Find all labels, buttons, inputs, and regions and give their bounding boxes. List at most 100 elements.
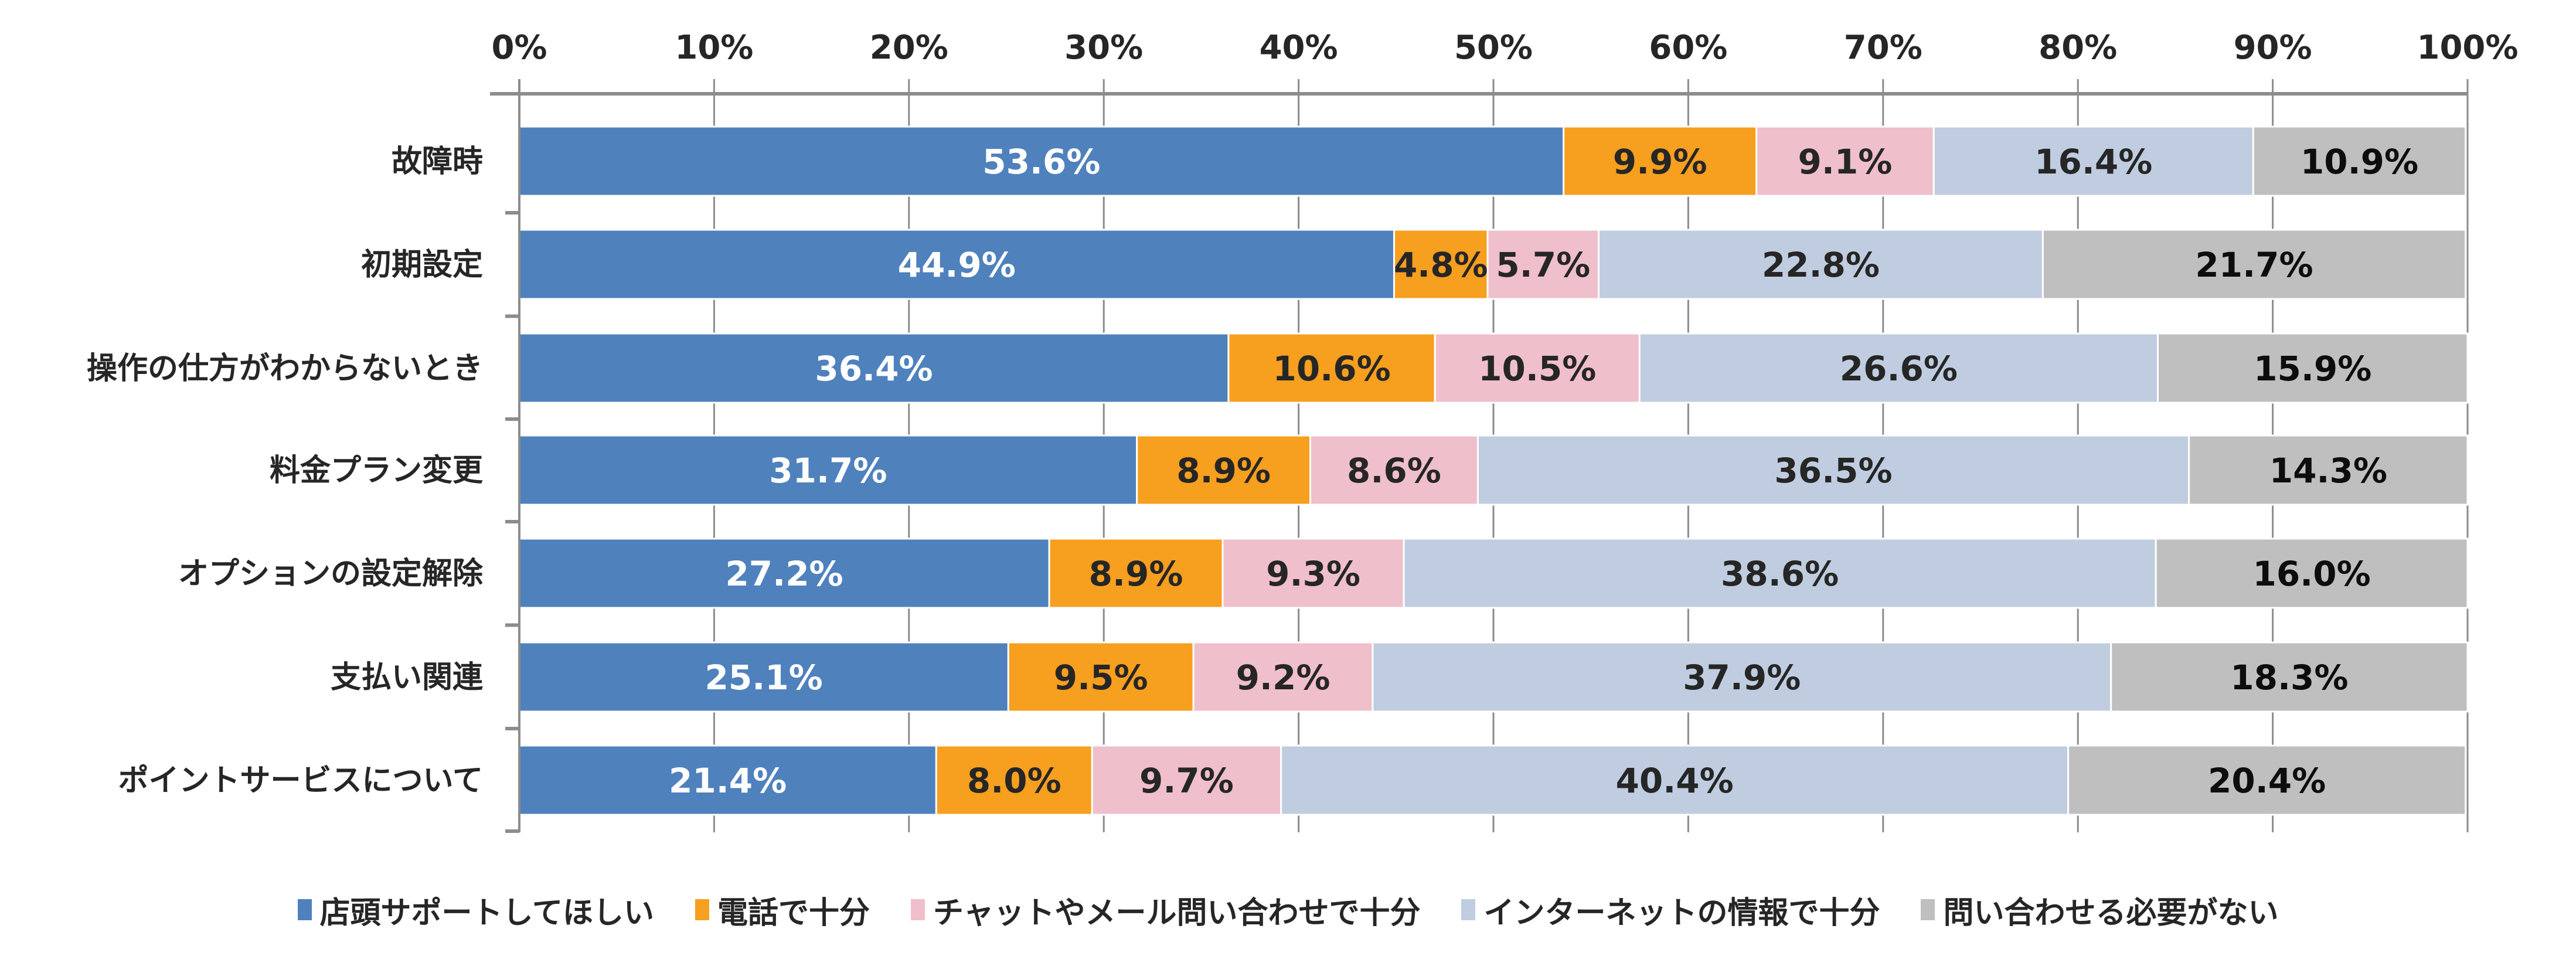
value-label: 10.9% [2301,142,2418,182]
value-label: 20.4% [2208,761,2326,801]
legend-item: 問い合わせる必要がない [1921,888,2278,932]
value-label: 44.9% [898,245,1016,285]
bar-segment [1393,229,1489,300]
x-tick-label: 30% [1064,29,1143,67]
axes [490,79,2468,833]
legend-swatch [910,899,925,920]
x-tick-label: 40% [1260,29,1338,67]
x-tick-label: 50% [1454,29,1533,67]
value-label: 27.2% [725,554,843,594]
bar-segment [1192,641,1374,713]
x-tick-label: 80% [2039,29,2117,67]
bar-segment [1476,434,2190,506]
x-tick-label: 90% [2234,29,2312,67]
bar-segment [518,229,1395,300]
bar-segment [2252,125,2467,197]
category-label: 初期設定 [361,247,483,283]
value-label: 36.5% [1774,451,1892,491]
bar-segment [1563,125,1758,197]
value-label: 5.7% [1496,245,1590,285]
value-label: 26.6% [1840,349,1958,389]
value-label: 15.9% [2254,349,2371,389]
value-label: 40.4% [1616,761,1734,801]
value-label: 31.7% [769,451,887,491]
category-label: 料金プラン変更 [270,453,484,488]
x-tick-label: 100% [2417,29,2518,67]
x-tick-label: 60% [1649,29,1727,67]
bar-segments [518,125,2469,816]
value-label: 9.7% [1139,761,1234,801]
value-labels: 53.6% 9.9% 9.1% 16.4% 10.9% 44.9% 4.8% 5.7% 22.8… [669,142,2418,801]
legend-label: 問い合わせる必要がない [1943,895,2279,931]
bar-segment [1403,537,2157,609]
bar-segment [518,434,1138,506]
bar-segment [1136,434,1312,506]
legend-item: インターネットの情報で十分 [1461,888,1880,932]
category-label: 操作の仕方がわからないとき [87,351,483,386]
value-label: 37.9% [1683,658,1801,698]
x-tick-label: 10% [675,29,753,67]
category-label: 故障時 [392,144,483,179]
value-label: 18.3% [2230,658,2348,698]
legend-label: チャットやメール問い合わせで十分 [933,895,1421,931]
value-label: 9.9% [1613,142,1707,182]
bar-segment [518,332,1230,404]
bar-segment [1007,641,1195,713]
legend-swatch [297,899,312,920]
value-label: 16.0% [2252,554,2370,594]
x-tick-label: 0% [491,29,547,67]
bar-segment [2156,332,2469,404]
legend-swatch [1461,899,1476,920]
bar-segment [2155,537,2469,609]
value-label: 8.0% [967,761,1061,801]
bar-segment [1227,332,1436,404]
category-label: ポイントサービスについて [118,763,483,798]
bar-segment [1221,537,1405,609]
bar-segment [1755,125,1935,197]
bar-segment [1486,229,1600,300]
legend-item: チャットやメール問い合わせで十分 [910,888,1421,932]
legend-item: 店頭サポートしてほしい [297,888,654,932]
value-label: 38.6% [1721,554,1839,594]
bar-segment [1309,434,1479,506]
x-tick-label: 20% [870,29,948,67]
value-label: 9.1% [1798,142,1893,182]
bar-segment [518,641,1009,713]
value-label: 8.6% [1347,451,1441,491]
value-label: 10.6% [1272,349,1390,389]
value-label: 4.8% [1394,245,1488,285]
value-label: 8.9% [1089,554,1183,594]
value-label: 9.5% [1054,658,1148,698]
bar-segment [1434,332,1641,404]
legend-item: 電話で十分 [695,888,870,932]
legend: 店頭サポートしてほしい 電話で十分 チャットやメール問い合わせで十分 インターネットの… [0,886,2576,933]
legend-swatch [1921,899,1935,920]
legend-label: インターネットの情報で十分 [1483,895,1880,931]
bar-segment [1932,125,2254,197]
bar-segment [2110,641,2469,713]
value-label: 25.1% [705,658,823,698]
x-axis-tick-labels: 0% 10% 20% 30% 40% 50% 60% 70% 80% 90% 100% [491,29,2518,67]
bar-segment [2188,434,2469,506]
value-label: 21.7% [2195,245,2313,285]
bar-segment [2041,229,2467,300]
category-label: オプションの設定解除 [178,556,484,591]
category-label: 支払い関連 [331,660,484,695]
bar-segment [2067,744,2467,816]
value-label: 9.3% [1266,554,1360,594]
bar-segment [1372,641,2112,713]
value-label: 22.8% [1762,245,1880,285]
bar-segment [1597,229,2044,300]
value-label: 10.5% [1478,349,1596,389]
bar-segment [518,537,1050,609]
value-label: 16.4% [2034,142,2152,182]
value-label: 9.2% [1236,658,1330,698]
value-label: 36.4% [815,349,933,389]
x-tick-label: 70% [1844,29,1922,67]
category-labels: 故障時初期設定操作の仕方がわからないとき料金プラン変更オプションの設定解除支払い… [87,144,484,798]
bar-segment [1091,744,1282,816]
value-label: 53.6% [982,142,1100,182]
value-label: 8.9% [1176,451,1271,491]
bar-segment [1638,332,2159,404]
